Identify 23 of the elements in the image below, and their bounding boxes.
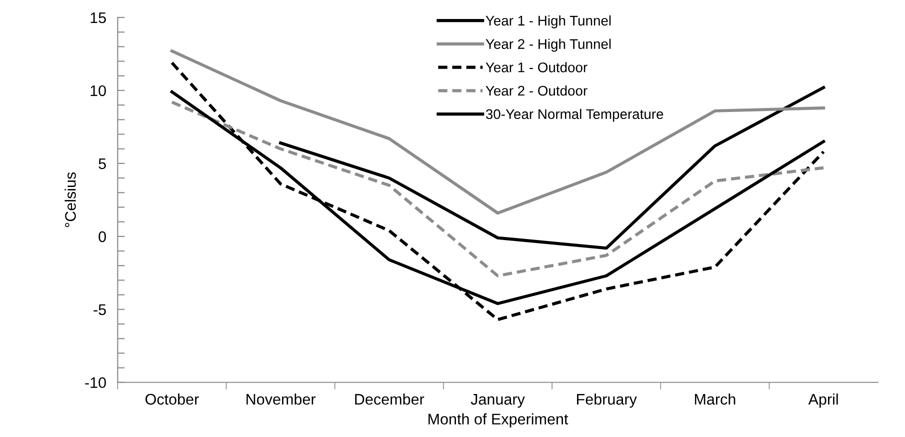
- x-tick-label: April: [808, 393, 838, 408]
- legend-label: 30-Year Normal Temperature: [486, 108, 664, 122]
- x-axis-title: Month of Experiment: [428, 413, 568, 428]
- y-tick-label: 15: [90, 12, 106, 24]
- legend-label: Year 1 - High Tunnel: [486, 15, 611, 28]
- y-axis-title: °Celsius: [64, 172, 76, 228]
- legend-label: Year 2 - High Tunnel: [486, 38, 611, 52]
- x-tick-label: January: [470, 394, 525, 408]
- x-tick-label: March: [694, 393, 736, 405]
- line-series: [170, 100, 826, 278]
- x-tick-label: October: [146, 393, 199, 405]
- x-tick-label: November: [246, 393, 316, 405]
- y-tick-label: -5: [94, 304, 106, 316]
- legend-label: Year 2 - Outdoor: [486, 85, 588, 96]
- line-series: [279, 86, 826, 250]
- y-tick-label: 0: [98, 231, 106, 242]
- x-tick-label: December: [355, 393, 424, 405]
- legend-label: Year 1 - Outdoor: [486, 62, 588, 72]
- x-tick-label: February: [577, 393, 637, 408]
- line-series: [170, 61, 826, 322]
- y-tick-label: 5: [98, 158, 106, 170]
- y-tick-label: -10: [85, 377, 106, 388]
- y-tick-label: 10: [90, 85, 106, 96]
